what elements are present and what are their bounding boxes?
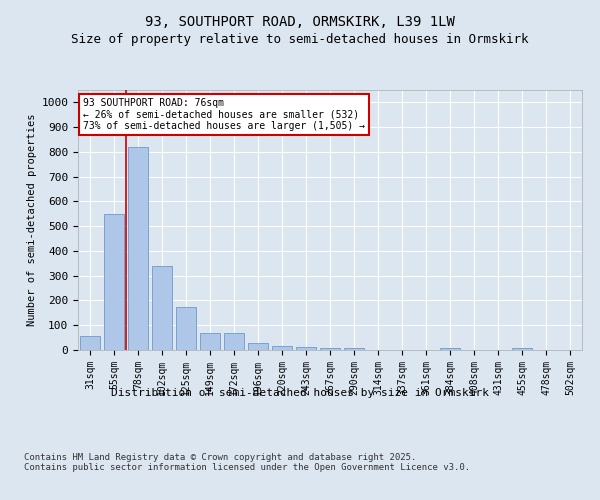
Bar xyxy=(200,332,220,350)
Bar xyxy=(512,348,532,350)
Bar xyxy=(320,348,340,350)
Bar xyxy=(224,332,244,350)
Bar xyxy=(344,348,364,350)
Bar xyxy=(104,214,124,350)
Y-axis label: Number of semi-detached properties: Number of semi-detached properties xyxy=(27,114,37,326)
Text: Distribution of semi-detached houses by size in Ormskirk: Distribution of semi-detached houses by … xyxy=(111,388,489,398)
Bar xyxy=(248,343,268,350)
Bar xyxy=(128,147,148,350)
Bar xyxy=(152,266,172,350)
Bar xyxy=(176,306,196,350)
Text: 93 SOUTHPORT ROAD: 76sqm
← 26% of semi-detached houses are smaller (532)
73% of : 93 SOUTHPORT ROAD: 76sqm ← 26% of semi-d… xyxy=(83,98,365,131)
Text: Contains HM Land Registry data © Crown copyright and database right 2025.
Contai: Contains HM Land Registry data © Crown c… xyxy=(24,453,470,472)
Text: Size of property relative to semi-detached houses in Ormskirk: Size of property relative to semi-detach… xyxy=(71,34,529,46)
Bar xyxy=(440,348,460,350)
Text: 93, SOUTHPORT ROAD, ORMSKIRK, L39 1LW: 93, SOUTHPORT ROAD, ORMSKIRK, L39 1LW xyxy=(145,16,455,30)
Bar xyxy=(80,336,100,350)
Bar xyxy=(296,346,316,350)
Bar xyxy=(272,346,292,350)
